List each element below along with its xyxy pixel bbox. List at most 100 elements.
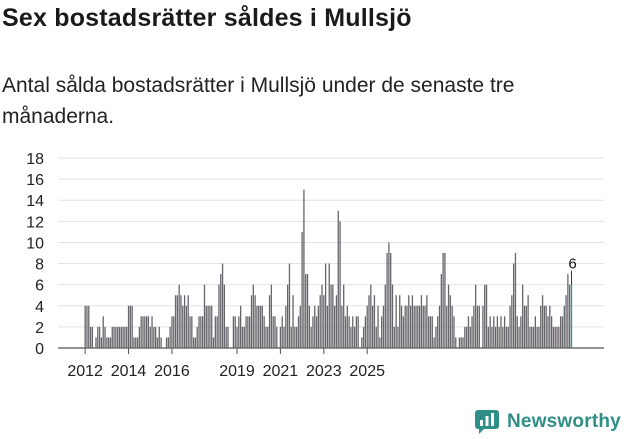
bar [263, 316, 265, 348]
bar [429, 316, 432, 348]
bar [547, 316, 549, 348]
bar [375, 326, 377, 348]
bar [527, 295, 529, 348]
bar [352, 316, 354, 348]
bar [540, 305, 542, 348]
bar [487, 326, 489, 348]
bar [491, 326, 493, 348]
bar [422, 305, 424, 348]
bar [444, 253, 446, 348]
bar [165, 337, 168, 348]
bar [104, 326, 106, 348]
bar [522, 284, 524, 348]
bar [191, 316, 193, 348]
bar [362, 326, 365, 348]
bar [225, 326, 227, 348]
bar [276, 326, 278, 348]
y-tick-label: 4 [35, 299, 44, 316]
bar [183, 295, 186, 348]
bar [153, 326, 155, 348]
bar [261, 305, 263, 348]
bar [155, 326, 157, 348]
bar [306, 274, 309, 348]
bar [265, 326, 267, 348]
bar [413, 305, 415, 348]
bar [167, 337, 169, 348]
bar [388, 242, 390, 348]
bar [334, 305, 336, 348]
bar [451, 305, 453, 348]
chart-subtitle: Antal sålda bostadsrätter i Mullsjö unde… [2, 74, 515, 128]
bar [138, 326, 141, 348]
bar [402, 316, 405, 348]
bar [357, 316, 359, 348]
bar [178, 284, 180, 348]
chart-title: Sex bostadsrätter såldes i Mullsjö [2, 4, 412, 32]
bar [462, 337, 464, 348]
bar [156, 337, 159, 348]
bar [348, 316, 350, 348]
bar [382, 305, 385, 348]
y-tick-label: 16 [26, 172, 44, 189]
bar [234, 316, 236, 348]
bar [507, 326, 509, 348]
brand-logo: Newsworthy [475, 408, 621, 436]
bar [303, 189, 305, 348]
bar [424, 305, 426, 348]
bar [268, 295, 271, 348]
bar [545, 305, 547, 348]
bar [344, 316, 347, 348]
bar [89, 326, 92, 348]
bar [135, 337, 137, 348]
bar [250, 295, 253, 348]
bar [109, 337, 112, 348]
bar [565, 295, 567, 348]
bar [458, 337, 461, 348]
bar [446, 305, 448, 348]
bar [400, 305, 403, 348]
bar [174, 295, 177, 348]
bar [236, 326, 238, 348]
bar [98, 326, 101, 348]
x-tick-label: 2019 [219, 363, 255, 380]
bar [509, 305, 511, 348]
bar [305, 274, 307, 348]
bar [259, 305, 262, 348]
bar [202, 316, 204, 348]
bar [192, 337, 195, 348]
bar [558, 326, 560, 348]
bar [220, 274, 222, 348]
y-tick-label: 10 [26, 235, 44, 252]
bar [420, 295, 423, 348]
bar [482, 305, 484, 348]
bar [503, 316, 506, 348]
bar [502, 326, 504, 348]
y-tick-label: 12 [26, 214, 44, 231]
bar [127, 305, 130, 348]
bar [319, 295, 321, 348]
bar [252, 284, 254, 348]
bar [343, 284, 345, 348]
bar [371, 305, 374, 348]
bar [207, 305, 209, 348]
bar [254, 295, 256, 348]
bar [317, 305, 320, 348]
bar [408, 295, 410, 348]
x-axis: 2012 2014 2016 2019 2021 2023 2025 [67, 348, 385, 380]
bar [198, 316, 200, 348]
bar [214, 316, 216, 348]
bar [324, 263, 327, 348]
bar [310, 326, 312, 348]
bar [136, 337, 139, 348]
bar [475, 284, 477, 348]
bar [541, 295, 544, 348]
bar [469, 326, 471, 348]
bar [296, 326, 298, 348]
bar [518, 326, 520, 348]
bar [437, 316, 439, 348]
bar [332, 284, 334, 348]
bar [274, 316, 276, 348]
x-tick-label: 2012 [67, 363, 103, 380]
bar [341, 305, 343, 348]
